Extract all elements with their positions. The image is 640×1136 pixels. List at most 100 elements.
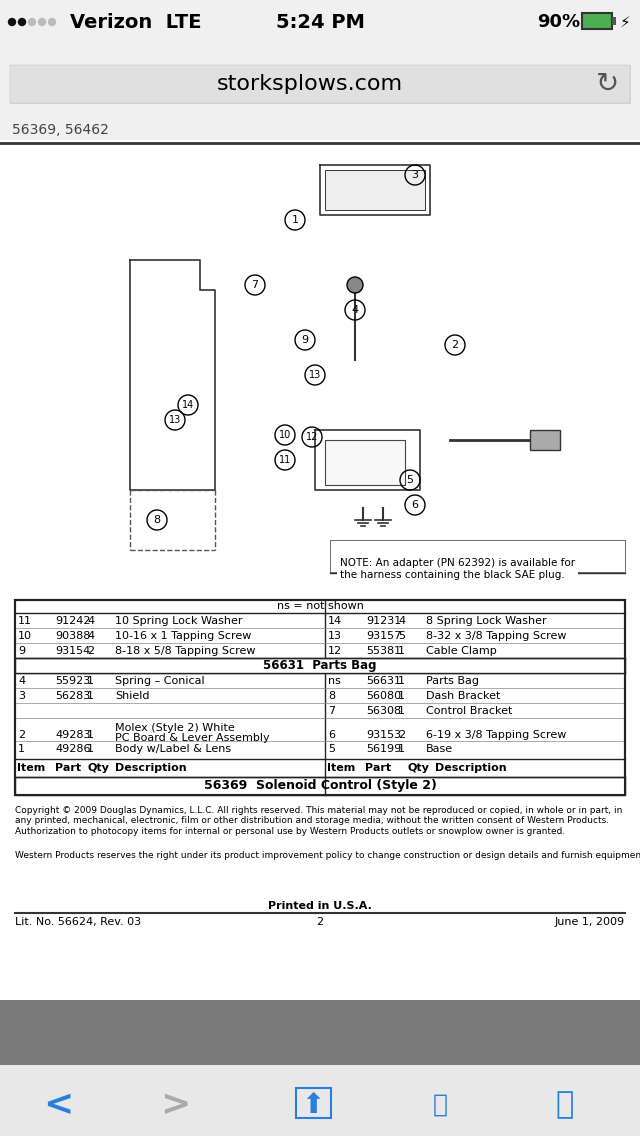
Text: NOTE: An adapter (PN 62392) is available for
the harness containing the black SA: NOTE: An adapter (PN 62392) is available…	[340, 558, 575, 579]
Text: 3: 3	[18, 691, 25, 701]
Text: 10-16 x 1 Tapping Screw: 10-16 x 1 Tapping Screw	[115, 630, 252, 641]
Text: 4: 4	[87, 630, 94, 641]
Text: 1: 1	[87, 744, 94, 754]
Text: ⧉: ⧉	[556, 1091, 574, 1119]
Text: 90388: 90388	[55, 630, 90, 641]
Text: ns: ns	[328, 676, 341, 686]
Text: 56199: 56199	[366, 744, 401, 754]
Text: ↻: ↻	[596, 70, 620, 98]
Bar	[325, 440, 405, 485]
Bar	[15, 658, 625, 673]
Circle shape	[19, 18, 26, 25]
Text: Molex (Style 2) White: Molex (Style 2) White	[115, 722, 235, 733]
Text: Parts Bag: Parts Bag	[426, 676, 479, 686]
Text: 2: 2	[316, 917, 324, 927]
Text: 2: 2	[18, 730, 25, 740]
Text: 12: 12	[328, 646, 342, 655]
Text: 13: 13	[309, 370, 321, 381]
Text: 8-32 x 3/8 Tapping Screw: 8-32 x 3/8 Tapping Screw	[426, 630, 566, 641]
Text: 5: 5	[398, 630, 405, 641]
Bar	[0, 143, 640, 580]
Text: Shield: Shield	[115, 691, 150, 701]
Text: <: <	[43, 1088, 73, 1122]
Text: >: >	[160, 1088, 190, 1122]
Text: 11: 11	[18, 616, 32, 626]
Text: Spring – Conical: Spring – Conical	[115, 676, 205, 686]
Text: 91242: 91242	[55, 616, 90, 626]
Text: 1: 1	[398, 705, 405, 716]
Text: 8: 8	[328, 691, 335, 701]
Bar	[0, 1066, 640, 1136]
Text: 8 Spring Lock Washer: 8 Spring Lock Washer	[426, 616, 547, 626]
Text: 90%: 90%	[537, 12, 580, 31]
Text: 1: 1	[291, 215, 298, 225]
Bar	[0, 0, 640, 44]
Text: 13: 13	[169, 415, 181, 425]
Text: ns = not shown: ns = not shown	[276, 601, 364, 611]
Text: 56283: 56283	[55, 691, 90, 701]
Text: 4: 4	[87, 616, 94, 626]
Text: 2: 2	[398, 730, 405, 740]
Text: 14: 14	[328, 616, 342, 626]
Text: 1: 1	[398, 744, 405, 754]
Text: Verizon  LTE: Verizon LTE	[70, 12, 202, 32]
Text: Copyright © 2009 Douglas Dynamics, L.L.C. All rights reserved. This material may: Copyright © 2009 Douglas Dynamics, L.L.C…	[15, 807, 622, 836]
Text: 10: 10	[279, 431, 291, 440]
Text: 12: 12	[306, 432, 318, 442]
Text: 93153: 93153	[366, 730, 401, 740]
Text: 1: 1	[398, 676, 405, 686]
Bar	[296, 1088, 331, 1118]
Text: 4: 4	[351, 304, 358, 315]
Bar	[0, 1000, 640, 1066]
Text: storksplows.com: storksplows.com	[217, 74, 403, 94]
Text: Control Bracket: Control Bracket	[426, 705, 513, 716]
Text: 2: 2	[451, 340, 459, 350]
Text: 56369, 56462: 56369, 56462	[12, 123, 109, 137]
Text: 93154: 93154	[55, 646, 90, 655]
Text: ⬆: ⬆	[301, 1091, 324, 1119]
Text: 2: 2	[87, 646, 94, 655]
Text: 1: 1	[398, 646, 405, 655]
Text: 8: 8	[154, 515, 161, 525]
Text: 3: 3	[412, 170, 419, 179]
FancyBboxPatch shape	[10, 65, 630, 103]
Text: Item: Item	[17, 763, 45, 772]
Text: 9: 9	[301, 335, 308, 345]
Text: June 1, 2009: June 1, 2009	[555, 917, 625, 927]
Circle shape	[38, 18, 45, 25]
Text: Dash Bracket: Dash Bracket	[426, 691, 500, 701]
Text: 9: 9	[18, 646, 25, 655]
Circle shape	[29, 18, 35, 25]
Text: 56631: 56631	[366, 676, 401, 686]
Text: Cable Clamp: Cable Clamp	[426, 646, 497, 655]
Text: 91231: 91231	[366, 616, 401, 626]
Bar	[15, 777, 625, 795]
Text: 4: 4	[398, 616, 405, 626]
Bar	[530, 431, 560, 450]
Text: 49283: 49283	[55, 730, 90, 740]
Text: 10: 10	[18, 630, 32, 641]
Text: 13: 13	[328, 630, 342, 641]
Text: 1: 1	[398, 691, 405, 701]
Text: 55381: 55381	[366, 646, 401, 655]
Text: 11: 11	[279, 456, 291, 465]
Text: 55923: 55923	[55, 676, 90, 686]
Text: Qty: Qty	[87, 763, 109, 772]
Text: 49286: 49286	[55, 744, 90, 754]
Bar	[10, 65, 630, 103]
Text: Lit. No. 56624, Rev. 03: Lit. No. 56624, Rev. 03	[15, 917, 141, 927]
Bar	[612, 17, 616, 25]
Text: 5: 5	[406, 475, 413, 485]
Circle shape	[347, 277, 363, 293]
Text: 7: 7	[328, 705, 335, 716]
Circle shape	[49, 18, 56, 25]
Circle shape	[8, 18, 15, 25]
Text: 93157: 93157	[366, 630, 401, 641]
Text: 8-18 x 5/8 Tapping Screw: 8-18 x 5/8 Tapping Screw	[115, 646, 255, 655]
Text: Printed in U.S.A.: Printed in U.S.A.	[268, 901, 372, 911]
Text: Western Products reserves the right under its product improvement policy to chan: Western Products reserves the right unde…	[15, 851, 640, 860]
Text: 1: 1	[87, 730, 94, 740]
Text: 7: 7	[252, 279, 259, 290]
Text: Part: Part	[55, 763, 81, 772]
Text: 10 Spring Lock Washer: 10 Spring Lock Washer	[115, 616, 243, 626]
